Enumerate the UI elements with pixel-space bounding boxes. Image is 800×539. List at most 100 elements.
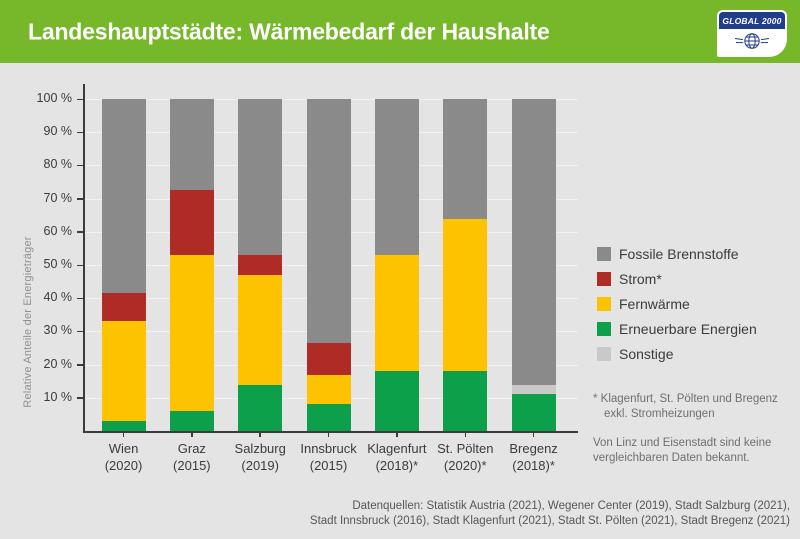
x-label-klagenfurt: Klagenfurt (2018)* [352,440,442,474]
y-tick-30 [77,330,83,333]
bar-klagenfurt-fossile-brennstoffe [374,99,419,256]
legend-swatch-sonstige [597,347,611,361]
bar-innsbruck-erneuerbare-energien [306,404,351,431]
x-label-bregenz: Bregenz (2018)* [489,440,579,474]
bar-salzburg-fossile-brennstoffe [238,99,283,256]
footnote-linz-eisenstadt: Von Linz und Eisenstadt sind keine vergl… [593,437,772,464]
bar-innsbruck-strom [306,343,351,375]
y-tick-80 [77,164,83,167]
bar-graz-fossile-brennstoffe [169,99,214,191]
y-tick-100 [77,98,83,100]
legend-swatch-fernwärme [597,297,611,311]
y-tick-label-100: 100 % [36,91,72,105]
y-tick-70 [77,198,83,200]
x-label-year: (2015) [309,458,348,473]
bar-innsbruck-fernwärme [306,374,351,405]
x-label-year: (2018)* [375,458,419,473]
legend-label-fossile-brennstoffe: Fossile Brennstoffe [619,246,739,262]
y-tick-label-70: 70 % [43,190,73,205]
footnote-stromheizungen: * Klagenfurt, St. Pölten und Bregenz exk… [593,393,778,420]
x-axis-line [83,431,578,433]
bar-bregenz-sonstige [511,384,556,395]
bar-innsbruck-fossile-brennstoffe [306,99,351,344]
bar-st-pölten-fernwärme [443,218,488,372]
y-tick-label-90: 90 % [43,124,73,139]
x-tick-innsbruck [327,432,330,437]
y-axis-title: Relative Anteile der Energieträger [22,236,34,408]
bar-bregenz-fossile-brennstoffe [511,99,556,385]
y-tick-90 [77,131,83,134]
data-sources: Datenquellen: Statistik Austria (2021), … [310,499,790,529]
legend-label-fernwärme: Fernwärme [619,296,690,312]
x-tick-wien [122,432,125,437]
bar-wien-strom [101,293,146,322]
bar-st-pölten-fossile-brennstoffe [443,99,488,219]
y-tick-label-60: 60 % [43,223,73,238]
bar-salzburg-fernwärme [238,274,283,385]
bar-graz-strom [169,190,214,256]
bar-wien-erneuerbare-energien [101,421,146,431]
bar-graz-erneuerbare-energien [169,411,214,431]
bar-graz-fernwärme [169,255,214,412]
x-label-city: St. Pölten [437,441,494,456]
legend-swatch-erneuerbare-energien [597,322,611,336]
x-label-st-pölten: St. Pölten (2020)* [420,440,510,474]
bar-wien-fossile-brennstoffe [101,99,146,294]
x-tick-salzburg [259,432,261,437]
legend-item-strom: Strom* [597,271,757,287]
y-axis-line [83,84,85,433]
globe-icon [719,29,785,53]
y-tick-label-50: 50 % [43,257,73,271]
y-tick-40 [77,297,83,300]
legend-swatch-fossile-brennstoffe [597,247,611,261]
x-label-year: (2020)* [443,458,487,473]
legend-item-fernwärme: Fernwärme [597,296,757,312]
y-tick-label-30: 30 % [43,323,73,338]
legend-item-fossile-brennstoffe: Fossile Brennstoffe [597,246,757,262]
legend-label-strom: Strom* [619,271,662,287]
legend-item-erneuerbare-energien: Erneuerbare Energien [597,321,757,337]
x-label-city: Bregenz [509,441,558,456]
x-label-graz: Graz (2015) [147,440,237,474]
y-tick-label-80: 80 % [43,157,73,172]
x-label-year: (2020) [104,458,143,473]
legend-label-erneuerbare-energien: Erneuerbare Energien [619,321,757,337]
x-label-year: (2018)* [512,458,555,473]
data-sources-line-2: Stadt Innsbruck (2016), Stadt Klagenfurt… [309,515,790,527]
x-tick-graz [191,432,193,437]
y-tick-label-40: 40 % [43,290,73,305]
x-label-wien: Wien (2020) [79,440,169,474]
global2000-logo: GLOBAL 2000 [717,10,787,57]
x-label-city: Wien [108,441,139,456]
header-bar: Landeshauptstädte: Wärmebedarf der Haush… [0,0,800,63]
x-label-city: Innsbruck [300,441,357,456]
x-label-city: Klagenfurt [367,441,427,456]
x-tick-bregenz [532,432,535,437]
bar-bregenz-erneuerbare-energien [511,394,556,431]
y-tick-60 [77,231,83,233]
legend-item-sonstige: Sonstige [597,346,757,362]
data-sources-line-1: Datenquellen: Statistik Austria (2021), … [352,500,790,512]
bar-klagenfurt-fernwärme [374,255,419,372]
y-tick-label-20: 20 % [43,356,73,371]
x-label-salzburg: Salzburg (2019) [215,440,305,474]
y-tick-50 [77,264,83,266]
legend: Fossile Brennstoffe Strom* Fernwärme Erneue… [597,246,757,362]
y-tick-10 [77,397,83,399]
x-label-city: Salzburg [234,441,286,456]
global2000-logo-text: GLOBAL 2000 [719,12,785,29]
x-label-year: (2015) [173,458,211,473]
x-label-city: Graz [177,441,206,456]
x-tick-st-pölten [464,432,466,437]
x-label-year: (2019) [241,458,279,473]
bar-klagenfurt-erneuerbare-energien [374,371,419,431]
legend-label-sonstige: Sonstige [619,346,674,362]
bar-salzburg-strom [238,255,283,275]
x-label-innsbruck: Innsbruck (2015) [284,440,374,474]
bar-st-pölten-erneuerbare-energien [443,371,488,431]
legend-swatch-strom [597,272,611,286]
y-tick-20 [77,364,83,366]
x-tick-klagenfurt [396,432,398,437]
bar-salzburg-erneuerbare-energien [238,384,283,431]
